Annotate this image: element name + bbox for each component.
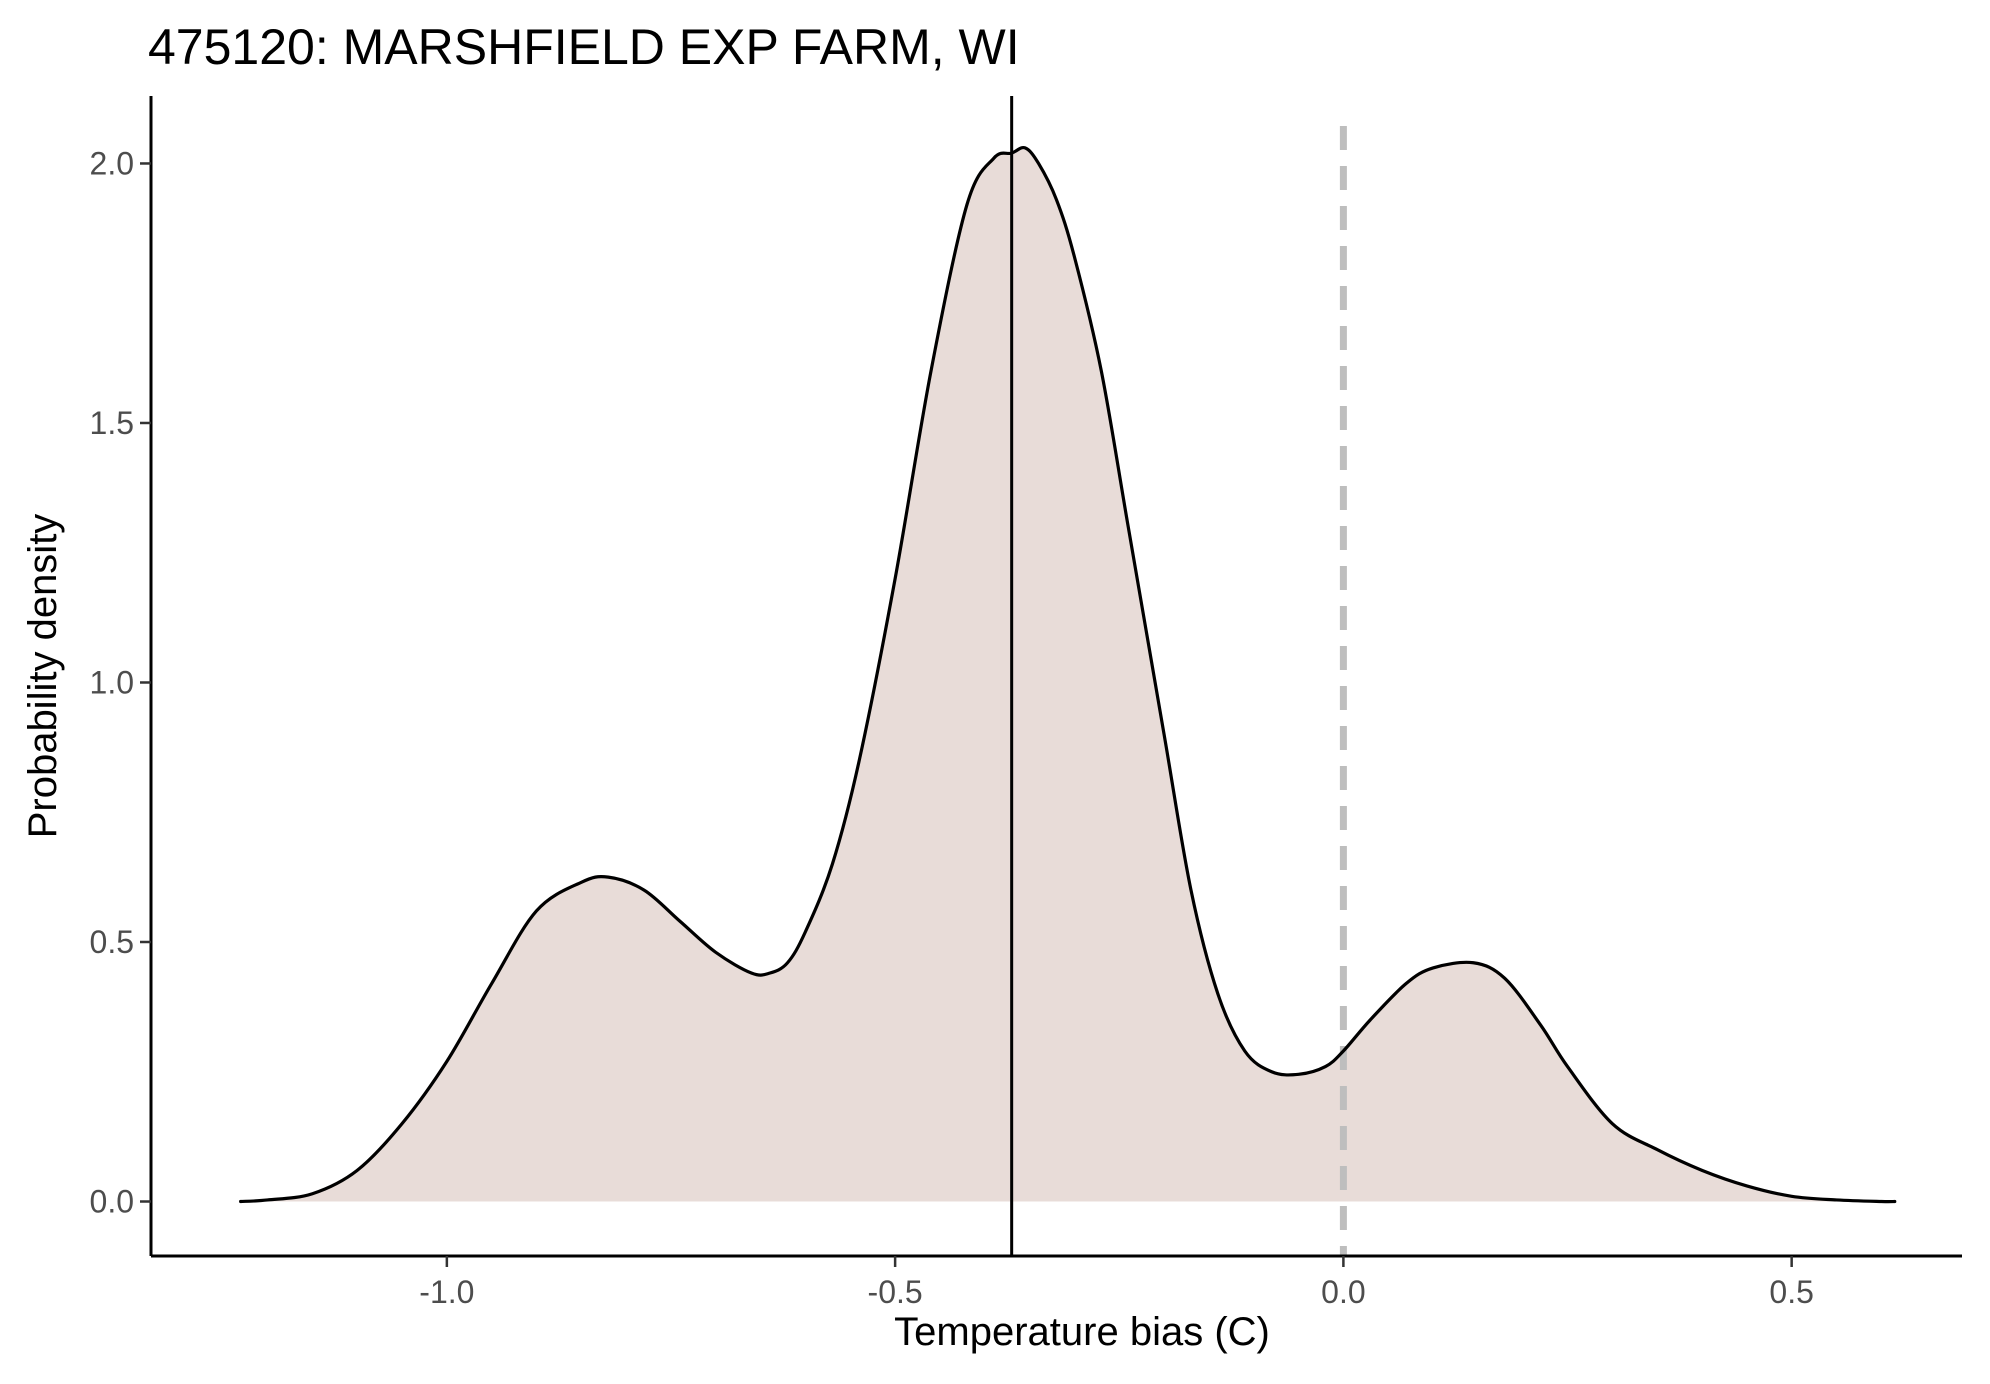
y-tick-label: 2.0	[90, 145, 134, 181]
density-line	[239, 145, 1897, 1204]
chart-title: 475120: MARSHFIELD EXP FARM, WI	[148, 19, 1020, 75]
x-axis-ticks: -1.0 -0.5 0.0 0.5	[419, 1256, 1814, 1310]
x-tick-label: 0.5	[1769, 1274, 1813, 1310]
y-axis-ticks: 0.0 0.5 1.0 1.5 2.0	[90, 145, 151, 1220]
y-tick-label: 1.0	[90, 664, 134, 700]
x-tick-label: -0.5	[868, 1274, 923, 1310]
y-axis-title: Probability density	[21, 514, 65, 839]
density-area	[240, 147, 1895, 1202]
y-tick-label: 0.0	[90, 1184, 134, 1220]
x-axis-title: Temperature bias (C)	[894, 1310, 1270, 1354]
x-tick-label: 0.0	[1321, 1274, 1365, 1310]
y-tick-label: 1.5	[90, 405, 134, 441]
y-tick-label: 0.5	[90, 924, 134, 960]
x-tick-label: -1.0	[419, 1274, 474, 1310]
plot-area	[239, 96, 1897, 1256]
